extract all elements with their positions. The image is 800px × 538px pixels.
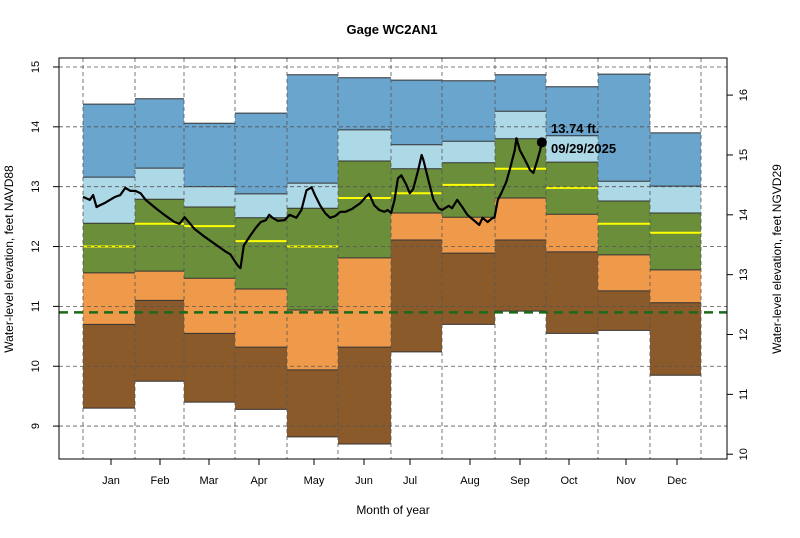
p25-band-feb bbox=[135, 271, 184, 301]
y-axis-label-left: Water-level elevation, feet NAVD88 bbox=[2, 165, 16, 353]
series-group bbox=[82, 137, 547, 270]
y-tick-label-left: 14 bbox=[30, 121, 42, 133]
p75-p25-band-mar bbox=[184, 207, 235, 279]
max-band-mar bbox=[184, 123, 235, 187]
x-tick-label-oct: Oct bbox=[560, 475, 577, 487]
y-tick-label-left: 9 bbox=[30, 423, 42, 429]
p10-band-jun bbox=[338, 347, 391, 445]
max-band-feb bbox=[135, 98, 184, 169]
axes: 9 10 11 12 13 14 15 10 11 12 13 14 15 16 Jan Feb Mar Apr M… bbox=[30, 57, 750, 487]
p25-band-sep bbox=[495, 198, 546, 240]
p25-band-aug bbox=[442, 217, 495, 254]
p25-band-oct bbox=[546, 214, 598, 252]
max-band-sep bbox=[495, 74, 546, 112]
p10-band-feb bbox=[135, 300, 184, 382]
p75-p25-band-dec bbox=[650, 213, 701, 270]
percentile-bands bbox=[83, 73, 701, 445]
max-band-jan bbox=[83, 104, 135, 178]
water-level-line bbox=[82, 137, 543, 270]
p10-band-sep bbox=[495, 239, 546, 312]
y-tick-label-left: 15 bbox=[30, 61, 42, 73]
annotation-date: 09/29/2025 bbox=[551, 141, 616, 156]
p90-band-dec bbox=[650, 186, 701, 214]
y-tick-label-left: 10 bbox=[30, 360, 42, 372]
x-tick-label-dec: Dec bbox=[667, 475, 687, 487]
p25-band-apr bbox=[235, 289, 287, 348]
p10-band-apr bbox=[235, 347, 287, 410]
p75-p25-band-jun bbox=[338, 160, 391, 258]
max-band-jun bbox=[338, 77, 391, 130]
p25-band-nov bbox=[598, 254, 650, 291]
p25-band-mar bbox=[184, 278, 235, 334]
y-tick-label-left: 13 bbox=[30, 181, 42, 193]
y-tick-label-left: 11 bbox=[30, 301, 42, 312]
p10-band-dec bbox=[650, 302, 701, 376]
x-tick-label-mar: Mar bbox=[200, 475, 219, 487]
max-band-aug bbox=[442, 80, 495, 142]
p75-p25-band-nov bbox=[598, 201, 650, 255]
p75-p25-band-may bbox=[287, 208, 338, 310]
p25-band-dec bbox=[650, 269, 701, 303]
current-value-point bbox=[536, 137, 547, 148]
x-tick-label-sep: Sep bbox=[510, 475, 530, 487]
plot-frame bbox=[58, 57, 728, 460]
p10-band-oct bbox=[546, 251, 598, 334]
y-tick-label-right: 16 bbox=[738, 89, 750, 101]
x-tick-label-jul: Jul bbox=[403, 475, 417, 487]
max-band-may bbox=[287, 74, 338, 184]
max-band-oct bbox=[546, 86, 598, 136]
p25-band-may bbox=[287, 309, 338, 370]
annotation-value: 13.74 ft. bbox=[551, 121, 599, 136]
y-tick-label-right: 15 bbox=[738, 149, 750, 161]
p75-p25-band-jan bbox=[83, 223, 135, 273]
max-band-nov bbox=[598, 74, 650, 182]
grid bbox=[59, 58, 727, 459]
max-band-apr bbox=[235, 113, 287, 194]
x-tick-label-jun: Jun bbox=[355, 475, 373, 487]
x-tick-label-nov: Nov bbox=[616, 475, 636, 487]
p25-band-jan bbox=[83, 272, 135, 325]
chart-title: Gage WC2AN1 bbox=[346, 22, 437, 37]
p90-band-feb bbox=[135, 168, 184, 200]
x-tick-label-jan: Jan bbox=[102, 475, 120, 487]
y-tick-label-right: 11 bbox=[738, 389, 750, 400]
y-tick-label-right: 13 bbox=[738, 269, 750, 281]
x-tick-label-aug: Aug bbox=[460, 475, 480, 487]
p90-band-nov bbox=[598, 181, 650, 202]
x-tick-label-may: May bbox=[304, 475, 325, 487]
p90-band-jun bbox=[338, 129, 391, 161]
p25-band-jul bbox=[391, 213, 442, 240]
p90-band-apr bbox=[235, 193, 287, 218]
p10-band-mar bbox=[184, 333, 235, 403]
y-tick-label-right: 12 bbox=[738, 328, 750, 340]
p10-band-jul bbox=[391, 239, 442, 352]
max-band-dec bbox=[650, 132, 701, 187]
p10-band-nov bbox=[598, 290, 650, 331]
y-tick-label-right: 14 bbox=[738, 209, 750, 221]
p25-band-jun bbox=[338, 257, 391, 348]
p90-band-mar bbox=[184, 186, 235, 208]
p10-band-aug bbox=[442, 253, 495, 325]
p90-band-sep bbox=[495, 111, 546, 139]
x-tick-label-feb: Feb bbox=[151, 475, 170, 487]
p90-band-aug bbox=[442, 141, 495, 163]
y-axis-label-right: Water-level elevation, feet NGVD29 bbox=[770, 164, 784, 354]
p90-band-oct bbox=[546, 135, 598, 163]
y-tick-label-left: 12 bbox=[30, 240, 42, 252]
p10-band-may bbox=[287, 369, 338, 437]
y-tick-label-right: 10 bbox=[738, 448, 750, 460]
p90-band-jul bbox=[391, 144, 442, 169]
x-axis-label: Month of year bbox=[356, 503, 429, 517]
x-tick-label-apr: Apr bbox=[250, 475, 267, 487]
p75-p25-band-aug bbox=[442, 162, 495, 218]
max-band-jul bbox=[391, 80, 442, 145]
